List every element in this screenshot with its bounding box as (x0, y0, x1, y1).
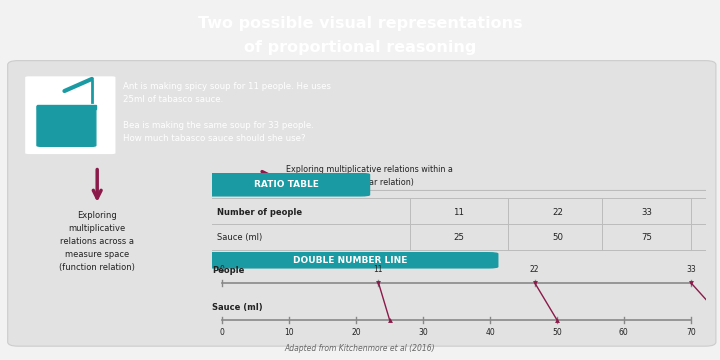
Text: 0: 0 (220, 265, 225, 274)
Bar (37, 105, 96, 109)
Text: Sauce (ml): Sauce (ml) (212, 303, 263, 312)
Text: 11: 11 (454, 208, 464, 217)
Text: Exploring multiplicative relations within a: Exploring multiplicative relations withi… (287, 165, 454, 174)
FancyBboxPatch shape (202, 173, 370, 197)
Text: 70: 70 (686, 328, 696, 337)
Text: Ant is making spicy soup for 11 people. He uses
25ml of tabasco sauce.

Bea is m: Ant is making spicy soup for 11 people. … (123, 82, 331, 143)
FancyBboxPatch shape (25, 76, 115, 154)
Text: 50: 50 (552, 328, 562, 337)
Text: People: People (212, 266, 245, 275)
Text: Exploring
multiplicative
relations across a
measure space
(function relation): Exploring multiplicative relations acros… (59, 211, 135, 272)
Text: 33: 33 (641, 208, 652, 217)
Text: 30: 30 (418, 328, 428, 337)
FancyBboxPatch shape (8, 60, 716, 346)
Text: 11: 11 (374, 265, 383, 274)
Text: of proportional reasoning: of proportional reasoning (244, 40, 476, 55)
Text: 33: 33 (686, 265, 696, 274)
Text: 75: 75 (641, 233, 652, 242)
Text: 0: 0 (220, 328, 225, 337)
Text: measure space (scalar relation): measure space (scalar relation) (287, 178, 414, 187)
Text: RATIO TABLE: RATIO TABLE (254, 180, 319, 189)
Text: 40: 40 (485, 328, 495, 337)
Text: 10: 10 (284, 328, 294, 337)
Text: Adapted from Kitchenmore et al (2016): Adapted from Kitchenmore et al (2016) (284, 344, 436, 353)
Text: DOUBLE NUMBER LINE: DOUBLE NUMBER LINE (293, 256, 408, 265)
Text: Number of people: Number of people (217, 208, 302, 217)
Text: 22: 22 (552, 208, 563, 217)
Text: Two possible visual representations: Two possible visual representations (198, 16, 522, 31)
Text: 50: 50 (552, 233, 563, 242)
Text: 25: 25 (454, 233, 464, 242)
Text: 20: 20 (351, 328, 361, 337)
FancyBboxPatch shape (202, 252, 498, 269)
Text: 60: 60 (619, 328, 629, 337)
FancyBboxPatch shape (37, 106, 96, 146)
Text: 22: 22 (530, 265, 539, 274)
Text: Sauce (ml): Sauce (ml) (217, 233, 263, 242)
